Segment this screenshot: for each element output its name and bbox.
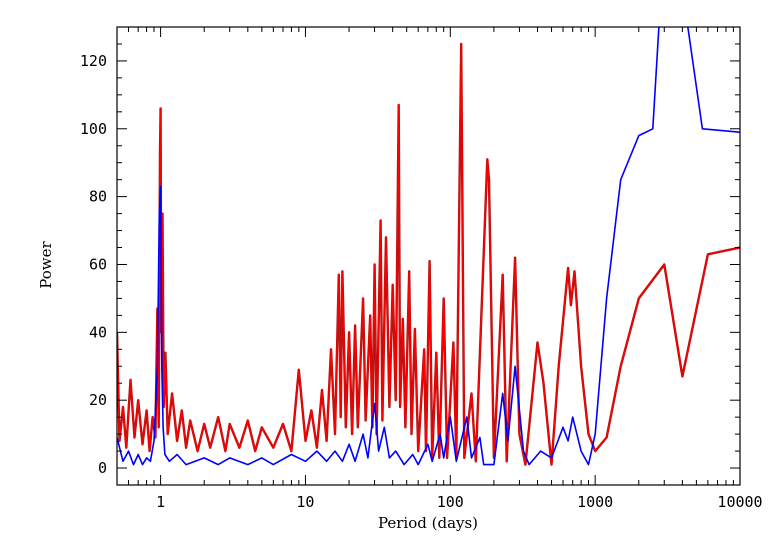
y-tick-label: 40 — [89, 323, 107, 341]
ticks-layer — [116, 26, 741, 486]
series-0-line — [117, 43, 740, 466]
series-0-outline — [117, 42, 740, 466]
x-tick-label: 10000 — [717, 493, 762, 511]
x-tick-label: 100 — [437, 493, 464, 511]
y-tick-label: 0 — [98, 459, 107, 477]
y-axis-title: Power — [37, 240, 55, 288]
series-1-line — [117, 27, 740, 466]
y-tick-label: 100 — [80, 120, 107, 138]
y-tick-label: 120 — [80, 52, 107, 70]
series-layer — [117, 27, 740, 466]
x-tick-label: 1000 — [577, 493, 613, 511]
x-tick-label: 1 — [156, 493, 165, 511]
labels-layer: 1 10 100 1000 10000 0 20 40 60 80 100 120 — [80, 52, 763, 511]
x-tick-label: 10 — [296, 493, 314, 511]
y-tick-label: 20 — [89, 391, 107, 409]
plot-frame — [116, 26, 741, 486]
y-tick-label: 60 — [89, 255, 107, 273]
y-tick-label: 80 — [89, 188, 107, 206]
x-axis-title: Period (days) — [378, 514, 478, 532]
